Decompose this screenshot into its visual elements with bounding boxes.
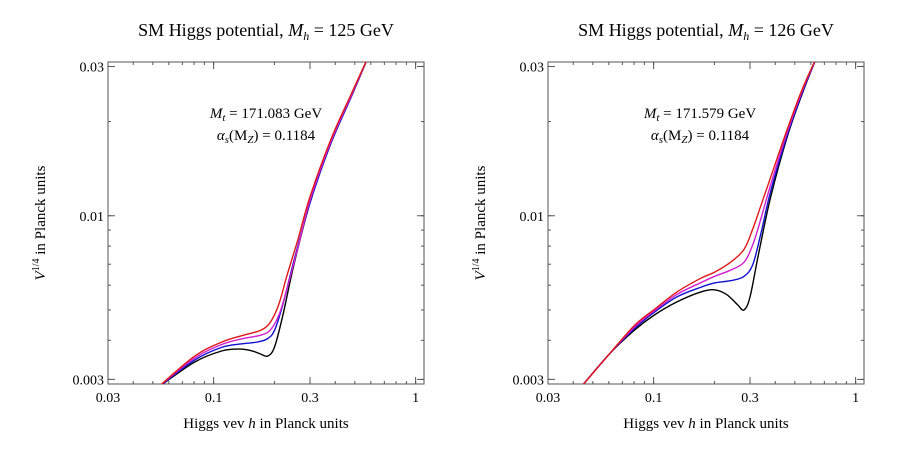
plot-frame [107, 61, 425, 385]
y-tick-label: 0.03 [520, 60, 545, 75]
alpha-s-annotation: αs(MZ) = 0.1184 [651, 128, 750, 146]
x-tick-label: 0.1 [205, 391, 223, 406]
top-mass-annotation: Mt = 171.083 GeV [209, 106, 323, 124]
plot-frame [547, 61, 865, 385]
top-mass-annotation: Mt = 171.579 GeV [643, 106, 757, 124]
x-tick-label: 0.3 [301, 391, 319, 406]
tick-marks [547, 62, 864, 384]
x-axis-label: Higgs vev h in Planck units [623, 416, 789, 432]
curves [582, 62, 816, 384]
series-line-red [582, 62, 816, 384]
series-line-black [582, 62, 816, 384]
panel-right: SM Higgs potential, Mh = 126 GeV Mt = 17… [471, 20, 865, 432]
series-line-magenta [582, 62, 816, 384]
alpha-s-annotation: αs(MZ) = 0.1184 [217, 128, 316, 146]
y-tick-label: 0.03 [80, 60, 105, 75]
y-tick-label: 0.003 [513, 373, 545, 388]
curves [160, 62, 367, 384]
y-tick-label: 0.01 [520, 210, 545, 225]
y-axis-label: V1/4 in Planck units [471, 165, 489, 280]
x-tick-label: 0.03 [96, 391, 121, 406]
y-tick-label: 0.01 [80, 210, 105, 225]
y-tick-labels: 0.003 0.01 0.03 [513, 60, 545, 388]
y-tick-label: 0.003 [73, 373, 105, 388]
x-tick-label: 0.3 [741, 391, 759, 406]
x-axis-label: Higgs vev h in Planck units [183, 416, 349, 432]
chart-title: SM Higgs potential, Mh = 125 GeV [138, 20, 394, 43]
x-tick-label: 0.03 [536, 391, 561, 406]
tick-marks [107, 62, 424, 384]
y-tick-labels: 0.003 0.01 0.03 [73, 60, 105, 388]
chart-title: SM Higgs potential, Mh = 126 GeV [578, 20, 834, 43]
series-line-red [160, 62, 367, 384]
x-tick-labels: 0.03 0.1 0.3 1 [536, 391, 859, 406]
series-line-blue [582, 62, 816, 384]
x-tick-label: 0.1 [645, 391, 663, 406]
series-line-magenta [160, 62, 367, 384]
x-tick-label: 1 [412, 391, 419, 406]
panel-left: SM Higgs potential, Mh = 125 GeV Mt = 17… [31, 20, 425, 432]
x-tick-labels: 0.03 0.1 0.3 1 [96, 391, 419, 406]
x-tick-label: 1 [852, 391, 859, 406]
y-axis-label: V1/4 in Planck units [31, 165, 49, 280]
